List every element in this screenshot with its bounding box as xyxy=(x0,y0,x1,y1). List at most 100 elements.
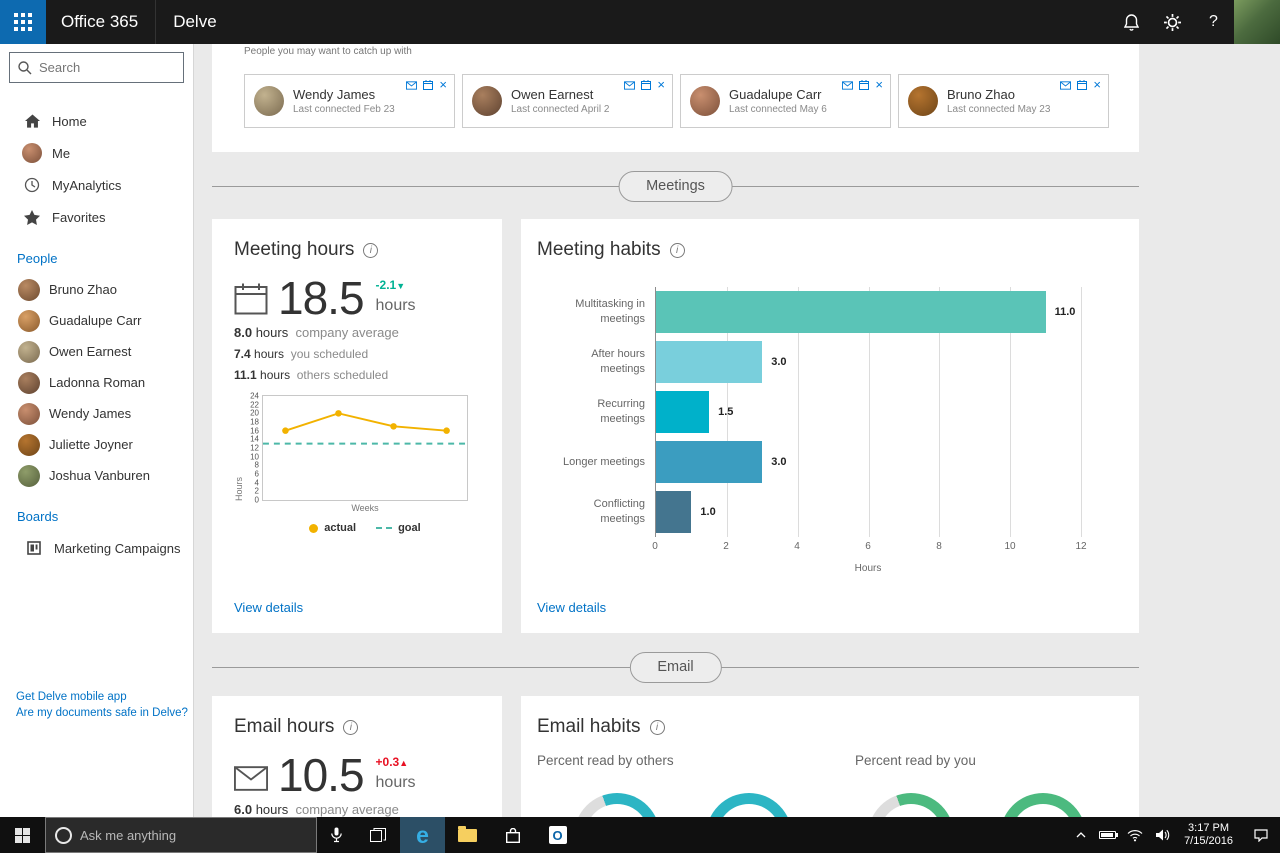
volume-button[interactable] xyxy=(1148,828,1175,842)
sidebar-footer: Get Delve mobile app Are my documents sa… xyxy=(16,691,188,719)
info-icon[interactable]: i xyxy=(343,720,358,735)
help-button[interactable]: ? xyxy=(1193,0,1234,44)
catchup-card-actions: × xyxy=(406,80,447,90)
people-header: People xyxy=(17,251,193,266)
bar-category-label: Multitasking in meetings xyxy=(537,287,655,337)
show-hidden-icons-button[interactable] xyxy=(1067,832,1094,838)
close-icon[interactable]: × xyxy=(439,80,447,90)
legend-actual: actual xyxy=(324,522,356,534)
mail-icon[interactable] xyxy=(1060,81,1071,90)
app-name-delve[interactable]: Delve xyxy=(173,12,216,32)
habits-xaxis: 024681012 xyxy=(655,541,1081,555)
person-avatar xyxy=(908,86,938,116)
cortana-icon xyxy=(55,827,72,844)
mail-icon[interactable] xyxy=(624,81,635,90)
search-box[interactable] xyxy=(9,52,184,83)
file-explorer-button[interactable] xyxy=(445,817,490,853)
folder-icon xyxy=(458,829,477,842)
bar-value-label: 1.0 xyxy=(700,506,715,518)
calendar-icon[interactable] xyxy=(423,80,433,90)
settings-button[interactable] xyxy=(1152,0,1193,44)
view-details-link[interactable]: View details xyxy=(537,600,1123,615)
percent-read-by-others-label: Percent read by others xyxy=(537,753,674,768)
battery-icon xyxy=(1099,831,1116,839)
donut-chart xyxy=(1000,793,1086,817)
sidebar-person-item[interactable]: Ladonna Roman xyxy=(0,367,193,398)
sidebar-person-item[interactable]: Juliette Joyner xyxy=(0,429,193,460)
catchup-card-actions: × xyxy=(624,80,665,90)
close-icon[interactable]: × xyxy=(657,80,665,90)
info-icon[interactable]: i xyxy=(670,243,685,258)
app-launcher-button[interactable] xyxy=(0,0,46,44)
task-view-icon xyxy=(370,828,386,842)
sidebar-item-marketing-campaigns[interactable]: Marketing Campaigns xyxy=(0,532,193,564)
cortana-search-box[interactable] xyxy=(45,817,317,853)
calendar-icon[interactable] xyxy=(641,80,651,90)
bar-row: 1.5 xyxy=(656,387,1081,437)
catchup-card[interactable]: Bruno ZhaoLast connected May 23× xyxy=(898,74,1109,128)
documents-safe-link[interactable]: Are my documents safe in Delve? xyxy=(16,707,188,719)
sidebar-item-home[interactable]: Home xyxy=(0,105,193,137)
person-avatar xyxy=(18,279,40,301)
sidebar-person-item[interactable]: Guadalupe Carr xyxy=(0,305,193,336)
info-icon[interactable]: i xyxy=(650,720,665,735)
person-name: Juliette Joyner xyxy=(49,437,133,452)
calendar-icon[interactable] xyxy=(859,80,869,90)
x-axis-label: Weeks xyxy=(262,503,468,513)
sidebar-person-item[interactable]: Owen Earnest xyxy=(0,336,193,367)
habits-x-axis-label: Hours xyxy=(655,563,1081,574)
user-avatar[interactable] xyxy=(1234,0,1280,44)
office365-brand[interactable]: Office 365 xyxy=(61,12,138,32)
close-icon[interactable]: × xyxy=(1093,80,1101,90)
edge-browser-button[interactable]: e xyxy=(400,817,445,853)
sidebar-item-me[interactable]: Me xyxy=(0,137,193,169)
person-name: Guadalupe Carr xyxy=(49,313,142,328)
close-icon[interactable]: × xyxy=(875,80,883,90)
gear-icon xyxy=(1164,14,1181,31)
suitebar-divider xyxy=(155,0,156,44)
person-avatar xyxy=(472,86,502,116)
sidebar-item-favorites[interactable]: Favorites xyxy=(0,201,193,233)
meeting-hours-value: 18.5 xyxy=(278,275,364,321)
mail-icon[interactable] xyxy=(842,81,853,90)
battery-button[interactable] xyxy=(1094,831,1121,839)
meeting-hours-card: Meeting hours i 18.5 -2.1▼ hours 8.0 hou… xyxy=(212,219,502,633)
person-name: Ladonna Roman xyxy=(49,375,145,390)
store-button[interactable] xyxy=(490,817,535,853)
person-name: Bruno Zhao xyxy=(49,282,117,297)
clock[interactable]: 3:17 PM 7/15/2016 xyxy=(1175,822,1242,848)
y-tick: 22 xyxy=(250,400,259,409)
calendar-icon[interactable] xyxy=(1077,80,1087,90)
company-average-line: 6.0 hours company average xyxy=(234,802,480,817)
catchup-card[interactable]: Guadalupe CarrLast connected May 6× xyxy=(680,74,891,128)
search-input[interactable] xyxy=(39,60,175,75)
y-tick: 8 xyxy=(255,461,259,470)
task-view-button[interactable] xyxy=(355,817,400,853)
notifications-button[interactable] xyxy=(1111,0,1152,44)
taskbar-search-input[interactable] xyxy=(80,828,307,843)
meetings-section-pill: Meetings xyxy=(618,171,733,202)
catchup-card[interactable]: Wendy JamesLast connected Feb 23× xyxy=(244,74,455,128)
y-tick: 2 xyxy=(255,487,259,496)
start-button[interactable] xyxy=(0,817,45,853)
mail-icon[interactable] xyxy=(406,81,417,90)
card-title-text: Email habits xyxy=(537,716,641,738)
email-hours-card: Email hours i 10.5 +0.3▲ hours 6.0 hours… xyxy=(212,696,502,817)
sidebar-person-item[interactable]: Wendy James xyxy=(0,398,193,429)
habits-track: 11.03.01.53.01.0 xyxy=(655,287,1081,537)
bar-value-label: 11.0 xyxy=(1055,306,1076,318)
get-delve-mobile-link[interactable]: Get Delve mobile app xyxy=(16,691,188,703)
sidebar-person-item[interactable]: Bruno Zhao xyxy=(0,274,193,305)
sidebar-item-myanalytics[interactable]: MyAnalytics xyxy=(0,169,193,201)
outlook-icon: O xyxy=(549,826,567,844)
action-center-button[interactable] xyxy=(1242,828,1280,842)
network-button[interactable] xyxy=(1121,829,1148,842)
view-details-link[interactable]: View details xyxy=(234,600,480,615)
info-icon[interactable]: i xyxy=(363,243,378,258)
microphone-button[interactable] xyxy=(317,817,355,853)
catchup-card[interactable]: Owen EarnestLast connected April 2× xyxy=(462,74,673,128)
sidebar-person-item[interactable]: Joshua Vanburen xyxy=(0,460,193,491)
outlook-button[interactable]: O xyxy=(535,817,580,853)
y-tick: 0 xyxy=(255,496,259,505)
donut-chart xyxy=(868,793,954,817)
